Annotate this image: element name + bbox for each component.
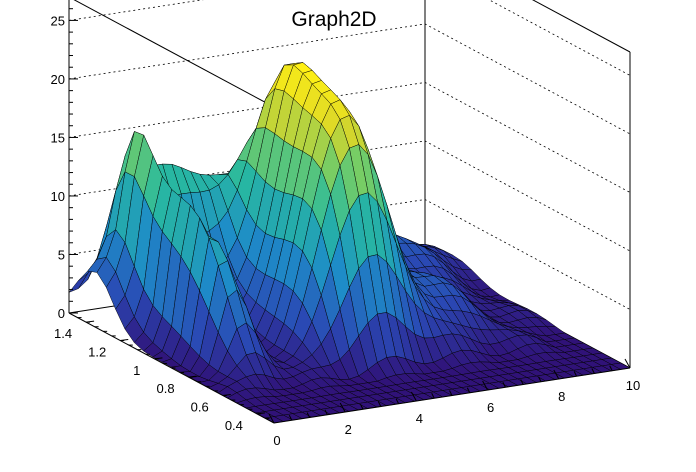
x-minor-tick — [502, 382, 506, 388]
y-tick-label: 0.6 — [191, 400, 209, 415]
x-minor-tick — [288, 415, 293, 421]
x-tick-mark — [553, 369, 560, 380]
z-tick-label: 0 — [58, 306, 65, 321]
x-tick-label: 2 — [345, 422, 352, 437]
y-tick-label: 0.4 — [225, 418, 243, 433]
gridline — [68, 82, 631, 193]
x-tick-label: 10 — [626, 378, 640, 393]
x-minor-tick — [449, 390, 453, 396]
y-tick-label: 0.8 — [157, 381, 175, 396]
x-tick-label: 8 — [558, 389, 565, 404]
x-tick-mark — [268, 413, 275, 424]
x-tick-mark — [410, 391, 417, 402]
x-minor-tick — [377, 401, 382, 407]
x-tick-mark — [482, 380, 489, 391]
z-tick-label: 15 — [51, 130, 65, 145]
y-axis-ticks: 0.4 0.6 0.8 1 1.2 1.4 — [54, 317, 270, 433]
chart-title: Graph2D — [291, 8, 376, 31]
frame-edge — [532, 0, 631, 53]
x-tick-label: 4 — [416, 411, 423, 426]
frame-edge — [73, 0, 275, 108]
z-tick-label: 20 — [51, 72, 65, 87]
x-minor-tick — [466, 387, 471, 393]
y-tick-label: 1 — [133, 363, 140, 378]
z-tick-label: 5 — [58, 247, 65, 262]
gridline — [68, 23, 631, 135]
x-minor-tick — [395, 398, 400, 404]
z-axis-ticks: 0 5 10 15 20 25 — [51, 8, 78, 321]
x-axis-ticks: 0 2 4 6 8 10 — [268, 358, 640, 448]
x-minor-tick — [431, 393, 435, 399]
x-tick-label: 6 — [487, 400, 494, 415]
x-minor-tick — [538, 376, 542, 382]
x-minor-tick — [573, 371, 578, 377]
surface-plot — [68, 62, 631, 424]
gridline — [68, 0, 631, 76]
z-tick-label: 10 — [51, 189, 65, 204]
z-tick-label: 25 — [51, 13, 65, 28]
x-minor-tick — [360, 404, 364, 410]
x-tick-label: 0 — [273, 433, 280, 448]
x-minor-tick — [609, 365, 613, 371]
x-minor-tick — [520, 379, 524, 385]
x-tick-mark — [339, 402, 346, 413]
x-tick-mark — [624, 358, 631, 369]
x-minor-tick — [306, 412, 311, 418]
y-tick-label: 1.2 — [88, 345, 106, 360]
x-minor-tick — [591, 368, 595, 374]
x-minor-tick — [324, 409, 328, 415]
y-tick-label: 1.4 — [54, 326, 72, 341]
